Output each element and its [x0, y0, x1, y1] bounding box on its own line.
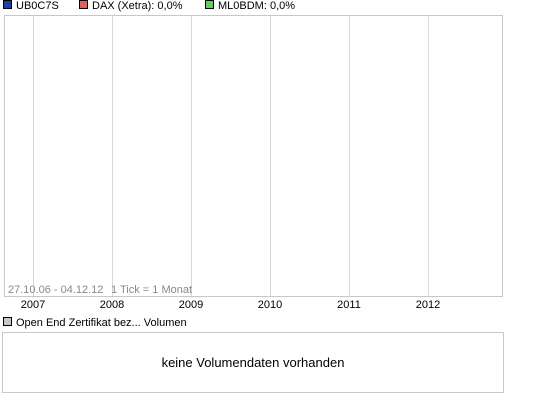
legend-label-ub0c7s: UB0C7S [16, 0, 59, 12]
volume-empty-message: keine Volumendaten vorhanden [161, 355, 345, 370]
tick-note-label: 1 Tick = 1 Monat [111, 284, 192, 296]
legend-item-ml0bdm: ML0BDM: 0,0% [205, 0, 295, 13]
x-tick-label-2011: 2011 [337, 299, 361, 311]
volume-legend-label: Open End Zertifikat bez... Volumen [16, 317, 187, 329]
legend-label-dax: DAX (Xetra): 0,0% [92, 0, 183, 12]
legend-label-ml0bdm: ML0BDM: 0,0% [218, 0, 296, 12]
x-tick-label-2012: 2012 [416, 299, 440, 311]
x-tick-label-2009: 2009 [179, 299, 203, 311]
volume-legend-swatch [3, 317, 12, 326]
volume-legend: Open End Zertifikat bez... Volumen [3, 317, 187, 330]
x-tick-label-2008: 2008 [100, 299, 124, 311]
plot-frame [4, 15, 503, 297]
x-axis-ticks: 2007 2008 2009 2010 2011 2012 [21, 299, 440, 311]
legend-item-ub0c7s: UB0C7S [3, 0, 59, 13]
legend-item-dax: DAX (Xetra): 0,0% [79, 0, 182, 13]
price-chart: 27.10.06 - 04.12.12 1 Tick = 1 Monat 200… [4, 15, 503, 311]
x-tick-label-2007: 2007 [21, 299, 45, 311]
legend-swatch-blue [3, 0, 12, 9]
grid-lines [33, 16, 429, 296]
x-tick-label-2010: 2010 [258, 299, 282, 311]
date-range-label: 27.10.06 - 04.12.12 [8, 284, 103, 296]
legend-swatch-green [205, 0, 214, 9]
volume-panel: keine Volumendaten vorhanden [2, 332, 504, 393]
legend-swatch-red [79, 0, 88, 9]
